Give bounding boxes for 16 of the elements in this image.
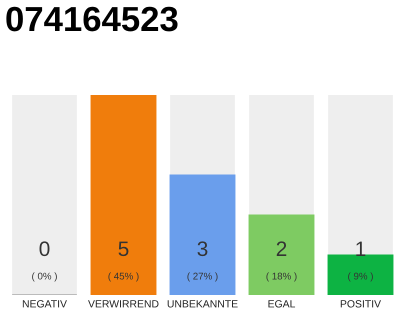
annotation: ( 27% ) bbox=[187, 272, 218, 282]
x-tick-label: UNBEKANNTE bbox=[168, 300, 238, 308]
annotation: ( 45% ) bbox=[108, 272, 139, 282]
data-label: 0 bbox=[40, 241, 50, 256]
annotation: ( 18% ) bbox=[266, 272, 297, 282]
annotation: ( 0% ) bbox=[32, 272, 57, 282]
data-label: 3 bbox=[198, 241, 208, 256]
x-tick-label: VERWIRREND bbox=[88, 300, 158, 308]
data-label: 5 bbox=[118, 242, 128, 256]
x-tick-label: POSITIV bbox=[340, 300, 382, 308]
x-tick-label: EGAL bbox=[268, 300, 296, 308]
data-label: 2 bbox=[276, 241, 286, 256]
chart-title: 074164523 bbox=[6, 6, 178, 32]
data-label: 1 bbox=[356, 242, 366, 256]
x-tick-label: NEGATIV bbox=[22, 300, 67, 308]
annotation: ( 9% ) bbox=[348, 272, 373, 282]
